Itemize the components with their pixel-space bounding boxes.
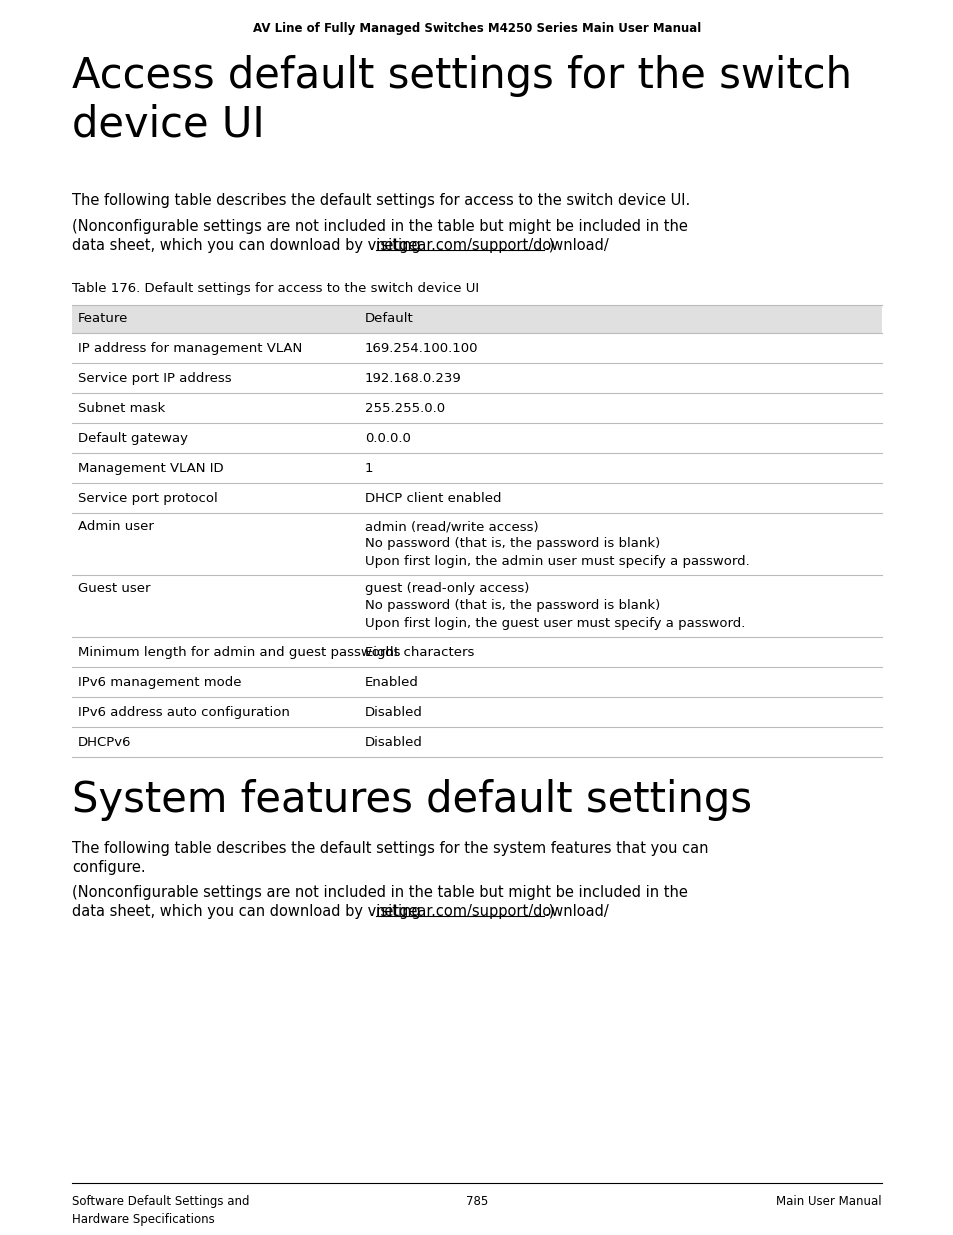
Text: Default: Default (365, 312, 414, 325)
Text: The following table describes the default settings for the system features that : The following table describes the defaul… (71, 841, 708, 856)
Text: data sheet, which you can download by visiting: data sheet, which you can download by vi… (71, 904, 425, 919)
Text: Disabled: Disabled (365, 736, 422, 748)
Text: configure.: configure. (71, 860, 146, 876)
Text: Management VLAN ID: Management VLAN ID (78, 462, 223, 475)
Text: Minimum length for admin and guest passwords: Minimum length for admin and guest passw… (78, 646, 400, 659)
Text: 169.254.100.100: 169.254.100.100 (365, 342, 478, 354)
Text: DHCP client enabled: DHCP client enabled (365, 492, 501, 505)
Text: The following table describes the default settings for access to the switch devi: The following table describes the defaul… (71, 193, 690, 207)
Text: netgear.com/support/download/: netgear.com/support/download/ (375, 238, 609, 253)
Text: .): .) (543, 238, 554, 253)
Text: Access default settings for the switch
device UI: Access default settings for the switch d… (71, 56, 851, 146)
Bar (71, 305, 882, 333)
Text: IP address for management VLAN: IP address for management VLAN (78, 342, 302, 354)
Text: 255.255.0.0: 255.255.0.0 (365, 403, 445, 415)
Text: Eight characters: Eight characters (365, 646, 474, 659)
Text: System features default settings: System features default settings (71, 779, 751, 821)
Text: admin (read/write access)
No password (that is, the password is blank)
Upon firs: admin (read/write access) No password (t… (365, 520, 749, 568)
Text: data sheet, which you can download by visiting: data sheet, which you can download by vi… (71, 238, 425, 253)
Text: Service port protocol: Service port protocol (78, 492, 217, 505)
Text: Subnet mask: Subnet mask (78, 403, 165, 415)
Text: .): .) (543, 904, 554, 919)
Text: guest (read-only access)
No password (that is, the password is blank)
Upon first: guest (read-only access) No password (th… (365, 582, 744, 630)
Text: 192.168.0.239: 192.168.0.239 (365, 372, 461, 385)
Text: Table 176. Default settings for access to the switch device UI: Table 176. Default settings for access t… (71, 282, 478, 295)
Text: Enabled: Enabled (365, 676, 418, 689)
Text: Admin user: Admin user (78, 520, 153, 534)
Text: 785: 785 (465, 1195, 488, 1208)
Text: Guest user: Guest user (78, 582, 151, 595)
Text: 1: 1 (365, 462, 374, 475)
Text: netgear.com/support/download/: netgear.com/support/download/ (375, 904, 609, 919)
Text: Service port IP address: Service port IP address (78, 372, 232, 385)
Text: IPv6 address auto configuration: IPv6 address auto configuration (78, 706, 290, 719)
Text: (Nonconfigurable settings are not included in the table but might be included in: (Nonconfigurable settings are not includ… (71, 885, 687, 900)
Text: 0.0.0.0: 0.0.0.0 (365, 432, 411, 445)
Text: Software Default Settings and
Hardware Specifications: Software Default Settings and Hardware S… (71, 1195, 250, 1226)
Text: Disabled: Disabled (365, 706, 422, 719)
Text: IPv6 management mode: IPv6 management mode (78, 676, 241, 689)
Text: AV Line of Fully Managed Switches M4250 Series Main User Manual: AV Line of Fully Managed Switches M4250 … (253, 22, 700, 35)
Text: Main User Manual: Main User Manual (776, 1195, 882, 1208)
Text: Default gateway: Default gateway (78, 432, 188, 445)
Text: DHCPv6: DHCPv6 (78, 736, 132, 748)
Text: Feature: Feature (78, 312, 129, 325)
Text: (Nonconfigurable settings are not included in the table but might be included in: (Nonconfigurable settings are not includ… (71, 219, 687, 233)
